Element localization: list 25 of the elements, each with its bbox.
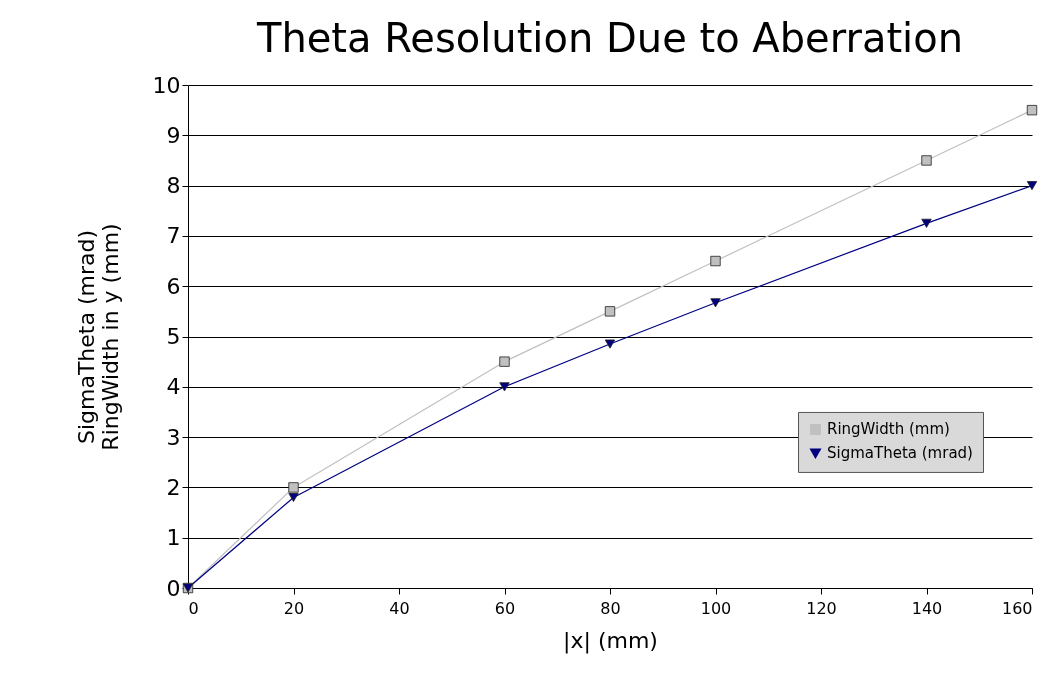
chart-title: Theta Resolution Due to Aberration [255,15,964,61]
x-tick-label: 140 [911,598,943,618]
y-tick-label: 0 [166,575,181,601]
x-tick-label: 160 [1001,598,1033,618]
legend-label: SigmaTheta (mrad) [827,444,973,463]
x-tick-label: 120 [806,598,837,618]
legend-label: RingWidth (mm) [827,420,950,439]
y-tick-label: 4 [166,374,181,400]
y-tick-label: 8 [166,173,181,199]
y-tick-label: 10 [152,72,181,98]
y-tick-label: 9 [166,122,181,148]
y-axis-title: SigmaTheta (mrad) RingWidth in y (mm) [73,223,123,451]
x-tick-label: 20 [283,598,305,618]
y-tick-label: 7 [166,223,181,249]
x-tick-label: 60 [494,598,516,618]
y-tick-label: 5 [166,324,181,349]
y-tick-label: 1 [166,525,181,551]
y-tick-label: 6 [166,273,181,299]
y-tick-label: 2 [166,474,181,500]
x-axis-title: |x| (mm) [563,627,658,654]
y-tick-label: 3 [166,424,181,450]
x-tick-label: 40 [389,598,410,618]
x-tick-label: 0 [188,598,199,618]
x-tick-label: 100 [700,598,732,618]
x-tick-label: 80 [600,598,621,618]
